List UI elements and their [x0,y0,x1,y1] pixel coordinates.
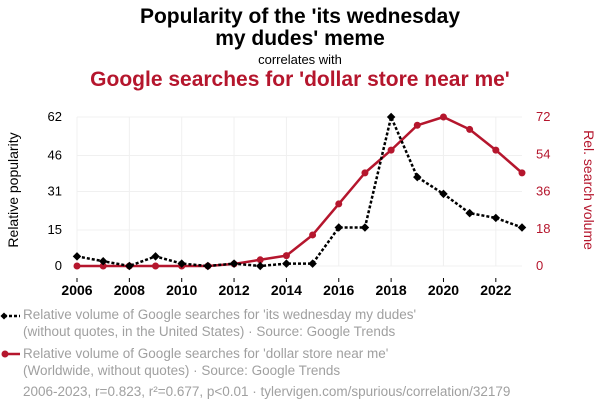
series-1-point [465,208,474,218]
series-1-point [517,223,527,232]
series-2-point [361,169,369,177]
legend-marker-series-2 [1,350,9,358]
series-2-point [99,262,107,270]
y-axis-label-left: Relative popularity [5,132,21,247]
left-tick-label: 31 [48,184,62,199]
x-tick-label: 2006 [61,282,92,298]
y-axis-label-right: Rel. search volume [581,130,597,250]
x-tick-label: 2012 [218,282,249,298]
series-1-point [308,259,317,268]
left-axis-ticks: 0 15 31 46 62 [48,109,62,273]
series-1-point [255,261,265,271]
right-tick-label: 54 [536,146,550,161]
legend-item-series-2: Relative volume of Google searches for '… [0,345,600,385]
series-1-point [386,112,396,122]
chart-title-line-1: Popularity of the 'its wednesday [139,5,461,28]
x-tick-label: 2008 [114,282,145,298]
x-tick-label: 2014 [271,282,302,298]
left-tick-label: 15 [48,222,62,237]
series-1-point [177,259,186,268]
series-2-point [256,256,264,264]
x-tick-label: 2016 [323,282,354,298]
series-1-point [72,252,82,261]
series-2-point [309,231,317,239]
x-axis-ticks: 2006 2008 2010 2012 2014 2016 2018 2020 2022 [61,278,512,298]
series-2-point [466,125,474,133]
x-tick-label: 2020 [428,282,459,298]
correlates-with-label: correlates with [258,52,342,67]
right-tick-label: 36 [536,184,550,199]
series-1-line [76,115,523,268]
series-2-point [152,262,160,270]
footer-stats: 2006-2023, r=0.823, r²=0.677, p<0.01 · t… [23,384,511,399]
legend-item-series-1: Relative volume of Google searches for '… [0,306,600,346]
legend-text-series-1-line-2: (without quotes, in the United States) ·… [23,324,396,339]
series-1-point [360,223,370,232]
series-1-point [229,259,239,268]
legend-text-series-2-line-1: Relative volume of Google searches for '… [23,346,389,361]
series-2-point [335,200,343,208]
legend-markers [0,312,20,358]
x-tick-label: 2022 [480,282,511,298]
series-2-point [282,252,290,260]
left-tick-label: 0 [55,258,62,273]
series-2-point [387,146,395,154]
series-1-point [125,261,134,271]
legend-text-series-1-line-1: Relative volume of Google searches for '… [23,307,417,322]
series-2-point [492,146,500,154]
chart-title-line-2: my dudes' meme [215,27,385,50]
series-1-point [98,256,108,266]
series-2-point [73,262,81,270]
series-2-line [77,115,523,268]
x-tick-label: 2010 [166,282,197,298]
series-1-point [151,252,160,261]
chart-subtitle-red: Google searches for 'dollar store near m… [90,68,510,91]
series-2-point [518,169,526,177]
left-tick-label: 46 [48,147,62,162]
legend-text-series-2-line-2: (Worldwide, without quotes) · Source: Go… [23,363,341,378]
x-tick-label: 2018 [376,282,407,298]
right-tick-label: 18 [536,221,550,236]
series-1-point [282,259,291,268]
grid-lines [76,116,522,267]
right-axis-ticks: 0 18 36 54 72 [536,109,550,273]
series-1-point [203,261,213,271]
series-1-point [413,172,422,182]
series-2-point [439,113,447,121]
right-tick-label: 0 [536,258,543,273]
left-tick-label: 62 [48,109,62,124]
series-2-point [413,121,421,129]
series-1-point [439,189,448,199]
series-1-point [334,223,344,232]
right-tick-label: 72 [536,109,550,124]
series-1-point [491,213,501,223]
legend-marker-series-1 [0,312,8,320]
